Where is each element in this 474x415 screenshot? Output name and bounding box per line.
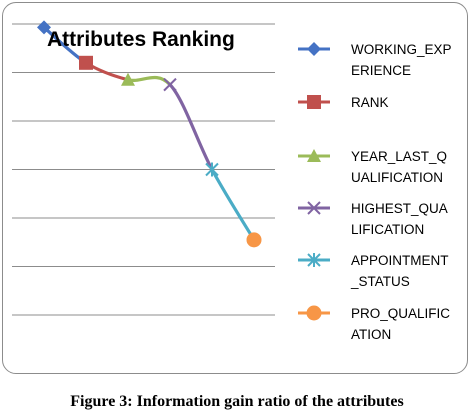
data-point-marker bbox=[246, 232, 262, 248]
gridlines bbox=[12, 23, 275, 316]
series-markers bbox=[37, 20, 262, 248]
data-point-marker bbox=[79, 55, 93, 70]
legend-label: _STATUS bbox=[350, 274, 410, 289]
legend-label: WORKING_EXP bbox=[351, 42, 452, 57]
legend-item: RANK bbox=[298, 95, 389, 110]
legend-marker bbox=[306, 305, 322, 321]
legend-label: RANK bbox=[351, 95, 389, 110]
legend: WORKING_EXP ERIENCE RANK YEAR_LAST_Q UALIFIC… bbox=[298, 42, 452, 342]
legend-item: HIGHEST_QUA LIFICATION bbox=[298, 201, 448, 237]
legend-marker bbox=[307, 201, 321, 215]
series-lines bbox=[42, 25, 256, 242]
legend-label: UALIFICATION bbox=[351, 170, 443, 185]
legend-label: HIGHEST_QUA bbox=[351, 201, 448, 216]
legend-marker bbox=[307, 95, 321, 109]
legend-item: PRO_QUALIFIC ATION bbox=[298, 305, 450, 342]
legend-label: ERIENCE bbox=[351, 63, 411, 78]
legend-label: LIFICATION bbox=[351, 222, 424, 237]
series-line-segment bbox=[168, 83, 214, 172]
legend-marker bbox=[307, 253, 321, 267]
series-line-segment bbox=[210, 167, 256, 242]
data-point-marker bbox=[121, 72, 135, 86]
legend-marker bbox=[307, 149, 321, 162]
series-line-segment bbox=[126, 75, 172, 87]
legend-label: APPOINTMENT bbox=[351, 253, 449, 268]
legend-item: YEAR_LAST_Q UALIFICATION bbox=[298, 149, 447, 185]
chart-svg: Attributes Ranking WORKING_EXP ERIENCE RAN… bbox=[12, 20, 452, 342]
figure-caption: Figure 3: Information gain ratio of the … bbox=[70, 393, 404, 410]
data-point-marker bbox=[163, 77, 177, 92]
legend-item: WORKING_EXP ERIENCE bbox=[298, 42, 452, 78]
legend-marker bbox=[307, 42, 321, 56]
legend-label: PRO_QUALIFIC bbox=[351, 306, 450, 321]
legend-label: ATION bbox=[351, 327, 391, 342]
chart-title: Attributes Ranking bbox=[47, 28, 235, 51]
data-point-marker bbox=[205, 162, 219, 177]
legend-label: YEAR_LAST_Q bbox=[351, 149, 447, 164]
data-point-marker bbox=[37, 20, 51, 35]
legend-item: APPOINTMENT _STATUS bbox=[298, 253, 449, 289]
